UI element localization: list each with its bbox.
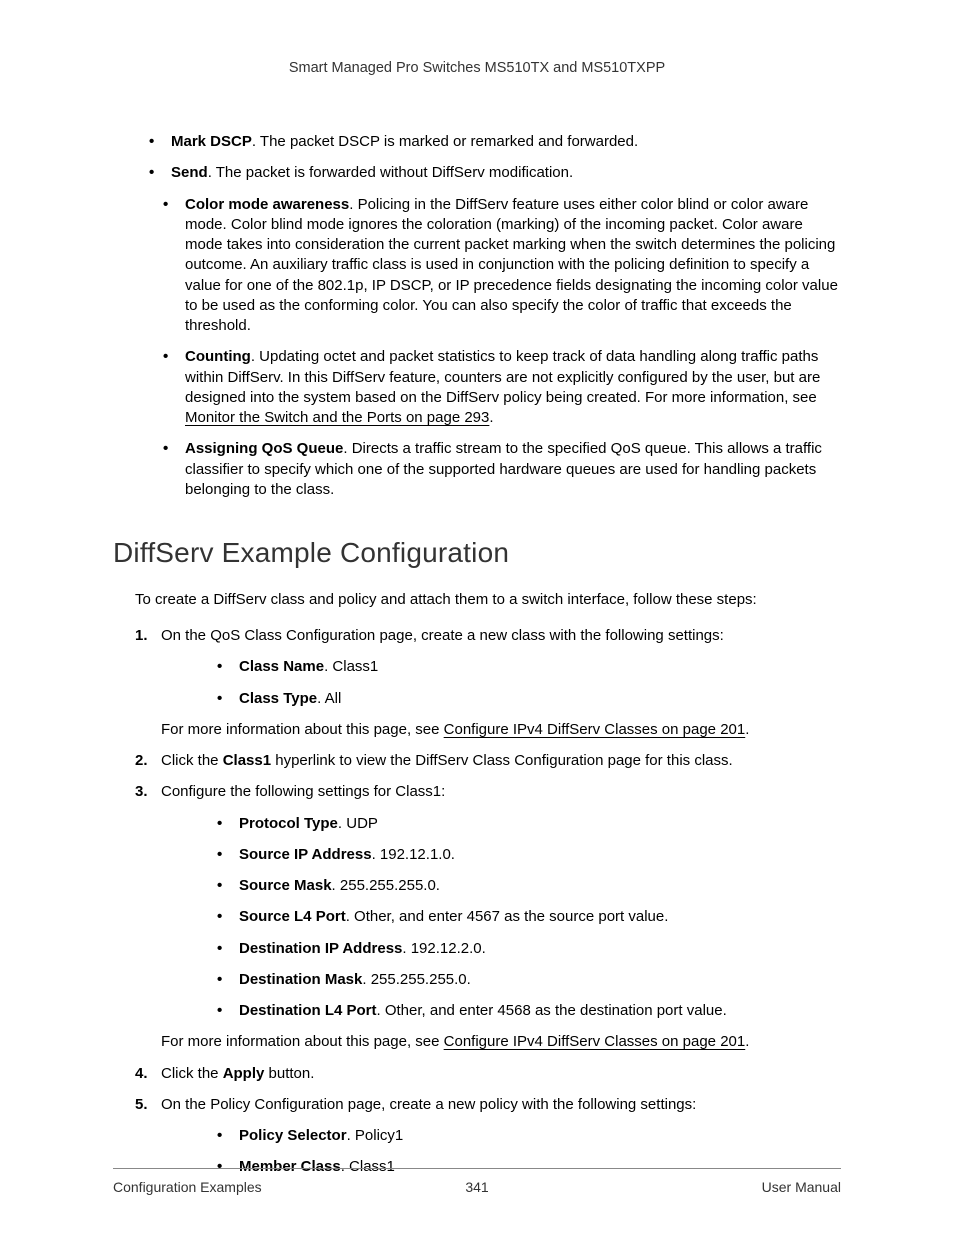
bullet-text: . All bbox=[317, 690, 341, 707]
bullet-text: . bbox=[489, 409, 493, 426]
step-text-part: hyperlink to view the DiffServ Class Con… bbox=[271, 752, 733, 769]
bullet-text: . Updating octet and packet statistics t… bbox=[185, 348, 820, 406]
bullet-label: Class Name bbox=[239, 658, 324, 675]
bullet-class-name: Class Name. Class1 bbox=[217, 657, 841, 677]
bullet-label: Class Type bbox=[239, 690, 317, 707]
bullet-text: . 192.12.1.0. bbox=[372, 846, 455, 863]
step-number: 2. bbox=[135, 751, 148, 771]
page-header-title: Smart Managed Pro Switches MS510TX and M… bbox=[113, 60, 841, 76]
bullet-text: . 192.12.2.0. bbox=[402, 940, 485, 957]
step-text-part: button. bbox=[264, 1065, 314, 1082]
step-bullets: Class Name. Class1 Class Type. All bbox=[161, 657, 841, 709]
bullet-label: Color mode awareness bbox=[185, 196, 349, 213]
note-text: For more information about this page, se… bbox=[161, 1033, 444, 1050]
section-heading: DiffServ Example Configuration bbox=[113, 534, 841, 572]
bullet-label: Destination IP Address bbox=[239, 940, 402, 957]
bullet-label: Source IP Address bbox=[239, 846, 372, 863]
link-configure-ipv4-classes[interactable]: Configure IPv4 DiffServ Classes on page … bbox=[444, 721, 746, 738]
bullet-protocol-type: Protocol Type. UDP bbox=[217, 814, 841, 834]
section-intro: To create a DiffServ class and policy an… bbox=[113, 590, 841, 610]
step-bold: Class1 bbox=[223, 752, 271, 769]
step-text: On the Policy Configuration page, create… bbox=[161, 1095, 841, 1115]
page-footer: Configuration Examples 341 User Manual bbox=[113, 1168, 841, 1195]
footer-page-number: 341 bbox=[113, 1179, 841, 1195]
bullet-source-mask: Source Mask. 255.255.255.0. bbox=[217, 876, 841, 896]
bullet-label: Policy Selector bbox=[239, 1127, 347, 1144]
bullet-source-ip: Source IP Address. 192.12.1.0. bbox=[217, 845, 841, 865]
bullet-policy-selector: Policy Selector. Policy1 bbox=[217, 1126, 841, 1146]
step-text: On the QoS Class Configuration page, cre… bbox=[161, 626, 841, 646]
bullet-counting: Counting. Updating octet and packet stat… bbox=[163, 347, 841, 428]
step-bold: Apply bbox=[223, 1065, 265, 1082]
bullet-text: . Other, and enter 4568 as the destinati… bbox=[377, 1002, 727, 1019]
bullet-text: . Class1 bbox=[324, 658, 378, 675]
bullet-label: Assigning QoS Queue bbox=[185, 440, 343, 457]
bullet-label: Destination Mask bbox=[239, 971, 362, 988]
bullet-dest-l4-port: Destination L4 Port. Other, and enter 45… bbox=[217, 1001, 841, 1021]
step-bullets: Protocol Type. UDP Source IP Address. 19… bbox=[161, 814, 841, 1022]
sub-bullet-list: Mark DSCP. The packet DSCP is marked or … bbox=[113, 132, 841, 184]
note-text: . bbox=[745, 721, 749, 738]
note-text: For more information about this page, se… bbox=[161, 721, 444, 738]
bullet-color-mode: Color mode awareness. Policing in the Di… bbox=[163, 195, 841, 337]
step-text: Click the Apply button. bbox=[161, 1064, 841, 1084]
step-number: 1. bbox=[135, 626, 148, 646]
bullet-label: Counting bbox=[185, 348, 251, 365]
step-5: 5. On the Policy Configuration page, cre… bbox=[135, 1095, 841, 1178]
bullet-text: . 255.255.255.0. bbox=[362, 971, 470, 988]
bullet-mark-dscp: Mark DSCP. The packet DSCP is marked or … bbox=[149, 132, 841, 152]
bullet-text: . Policing in the DiffServ feature uses … bbox=[185, 196, 838, 335]
bullet-text: . Policy1 bbox=[347, 1127, 404, 1144]
steps-list: 1. On the QoS Class Configuration page, … bbox=[113, 626, 841, 1178]
bullet-label: Source L4 Port bbox=[239, 908, 346, 925]
bullet-text: . UDP bbox=[338, 815, 378, 832]
step-number: 4. bbox=[135, 1064, 148, 1084]
bullet-label: Mark DSCP bbox=[171, 133, 252, 150]
bullet-dest-mask: Destination Mask. 255.255.255.0. bbox=[217, 970, 841, 990]
step-3: 3. Configure the following settings for … bbox=[135, 782, 841, 1052]
bullet-qos-queue: Assigning QoS Queue. Directs a traffic s… bbox=[163, 439, 841, 500]
step-text: Click the Class1 hyperlink to view the D… bbox=[161, 751, 841, 771]
step-4: 4. Click the Apply button. bbox=[135, 1064, 841, 1084]
document-page: Smart Managed Pro Switches MS510TX and M… bbox=[0, 0, 954, 1235]
link-monitor-switch[interactable]: Monitor the Switch and the Ports on page… bbox=[185, 409, 489, 426]
bullet-dest-ip: Destination IP Address. 192.12.2.0. bbox=[217, 939, 841, 959]
step-number: 3. bbox=[135, 782, 148, 802]
link-configure-ipv4-classes[interactable]: Configure IPv4 DiffServ Classes on page … bbox=[444, 1033, 746, 1050]
step-1: 1. On the QoS Class Configuration page, … bbox=[135, 626, 841, 740]
step-note: For more information about this page, se… bbox=[161, 720, 841, 740]
bullet-label: Destination L4 Port bbox=[239, 1002, 377, 1019]
bullet-label: Send bbox=[171, 164, 208, 181]
bullet-source-l4-port: Source L4 Port. Other, and enter 4567 as… bbox=[217, 907, 841, 927]
bullet-text: . 255.255.255.0. bbox=[332, 877, 440, 894]
bullet-send: Send. The packet is forwarded without Di… bbox=[149, 163, 841, 183]
bullet-label: Source Mask bbox=[239, 877, 332, 894]
page-content: Mark DSCP. The packet DSCP is marked or … bbox=[113, 132, 841, 1178]
step-text-part: Click the bbox=[161, 1065, 223, 1082]
bullet-label: Protocol Type bbox=[239, 815, 338, 832]
bullet-text: . The packet DSCP is marked or remarked … bbox=[252, 133, 638, 150]
step-number: 5. bbox=[135, 1095, 148, 1115]
note-text: . bbox=[745, 1033, 749, 1050]
bullet-text: . Other, and enter 4567 as the source po… bbox=[346, 908, 669, 925]
step-note: For more information about this page, se… bbox=[161, 1032, 841, 1052]
step-2: 2. Click the Class1 hyperlink to view th… bbox=[135, 751, 841, 771]
main-bullet-list: Color mode awareness. Policing in the Di… bbox=[113, 195, 841, 501]
bullet-class-type: Class Type. All bbox=[217, 689, 841, 709]
step-text: Configure the following settings for Cla… bbox=[161, 782, 841, 802]
step-text-part: Click the bbox=[161, 752, 223, 769]
bullet-text: . The packet is forwarded without DiffSe… bbox=[208, 164, 573, 181]
